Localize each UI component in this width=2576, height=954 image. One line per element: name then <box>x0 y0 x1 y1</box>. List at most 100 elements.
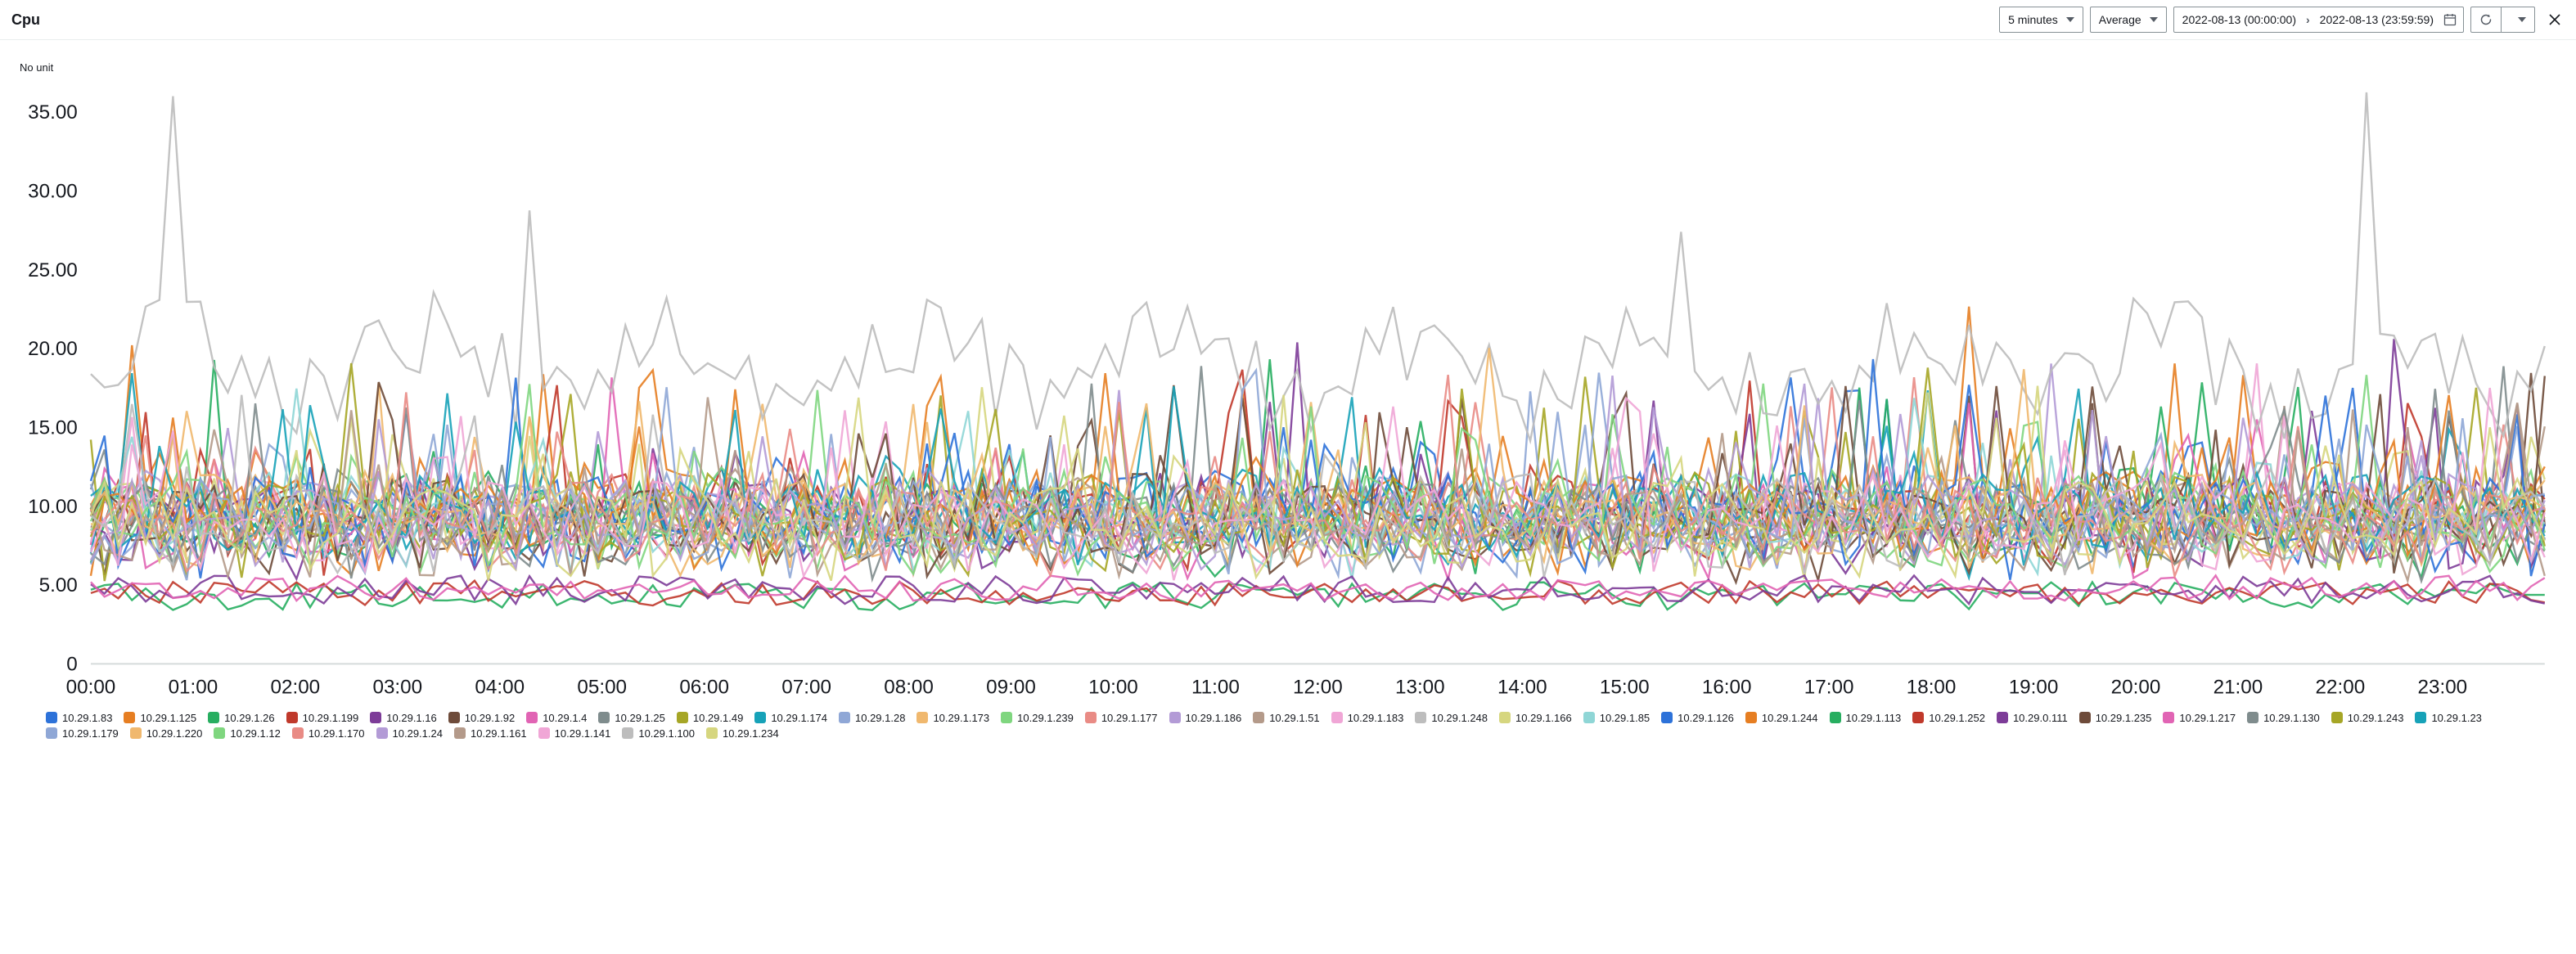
legend-item[interactable]: 10.29.1.179 <box>46 727 119 740</box>
legend-item[interactable]: 10.29.1.183 <box>1331 712 1404 724</box>
refresh-icon <box>2479 13 2493 26</box>
legend-label: 10.29.1.186 <box>1186 712 1242 724</box>
legend-label: 10.29.1.126 <box>1678 712 1734 724</box>
close-icon <box>2548 13 2561 26</box>
legend-item[interactable]: 10.29.1.174 <box>754 712 827 724</box>
chart-panel: No unit 05.0010.0015.0020.0025.0030.0035… <box>0 40 2576 748</box>
svg-text:35.00: 35.00 <box>28 101 78 124</box>
legend-item[interactable]: 10.29.1.161 <box>454 727 527 740</box>
refresh-menu-button[interactable] <box>2502 7 2535 33</box>
header-controls: 5 minutes Average 2022-08-13 (00:00:00) … <box>1999 7 2565 33</box>
refresh-button[interactable] <box>2470 7 2502 33</box>
period-label: 5 minutes <box>2008 13 2058 26</box>
legend-label: 10.29.1.234 <box>723 727 779 740</box>
svg-text:04:00: 04:00 <box>475 677 525 699</box>
legend-swatch <box>208 712 219 723</box>
legend-swatch <box>1661 712 1673 723</box>
range-end: 2022-08-13 (23:59:59) <box>2320 13 2434 26</box>
legend-item[interactable]: 10.29.1.16 <box>370 712 436 724</box>
legend-item[interactable]: 10.29.1.234 <box>706 727 779 740</box>
legend-item[interactable]: 10.29.0.111 <box>1997 712 2068 724</box>
legend-label: 10.29.1.244 <box>1762 712 1818 724</box>
legend-label: 10.29.1.16 <box>386 712 436 724</box>
legend-item[interactable]: 10.29.1.166 <box>1499 712 1572 724</box>
legend-item[interactable]: 10.29.1.199 <box>286 712 359 724</box>
legend-item[interactable]: 10.29.1.170 <box>292 727 365 740</box>
legend-item[interactable]: 10.29.1.173 <box>916 712 989 724</box>
legend-item[interactable]: 10.29.1.252 <box>1912 712 1985 724</box>
legend-swatch <box>916 712 928 723</box>
legend-swatch <box>2247 712 2259 723</box>
legend-item[interactable]: 10.29.1.126 <box>1661 712 1734 724</box>
legend-item[interactable]: 10.29.1.12 <box>214 727 280 740</box>
legend-item[interactable]: 10.29.1.248 <box>1415 712 1488 724</box>
legend-item[interactable]: 10.29.1.25 <box>598 712 664 724</box>
legend-label: 10.29.1.113 <box>1846 712 1902 724</box>
period-select[interactable]: 5 minutes <box>1999 7 2083 33</box>
legend-item[interactable]: 10.29.1.177 <box>1085 712 1158 724</box>
legend-item[interactable]: 10.29.1.83 <box>46 712 112 724</box>
legend-label: 10.29.1.243 <box>2348 712 2404 724</box>
range-start: 2022-08-13 (00:00:00) <box>2182 13 2296 26</box>
legend-item[interactable]: 10.29.1.85 <box>1583 712 1650 724</box>
legend-label: 10.29.1.174 <box>771 712 827 724</box>
caret-down-icon <box>2066 17 2074 22</box>
svg-text:22:00: 22:00 <box>2316 677 2366 699</box>
svg-text:15.00: 15.00 <box>28 416 78 439</box>
caret-down-icon <box>2150 17 2158 22</box>
chart-container: 05.0010.0015.0020.0025.0030.0035.0000:00… <box>15 79 2561 707</box>
legend-item[interactable]: 10.29.1.92 <box>448 712 515 724</box>
legend-item[interactable]: 10.29.1.4 <box>526 712 587 724</box>
legend-swatch <box>1169 712 1181 723</box>
legend-item[interactable]: 10.29.1.141 <box>538 727 611 740</box>
svg-text:20:00: 20:00 <box>2111 677 2161 699</box>
statistic-select[interactable]: Average <box>2090 7 2167 33</box>
legend-label: 10.29.1.166 <box>1515 712 1572 724</box>
header: Cpu 5 minutes Average 2022-08-13 (00:00:… <box>0 0 2576 40</box>
legend-label: 10.29.1.28 <box>855 712 905 724</box>
legend-item[interactable]: 10.29.1.125 <box>124 712 196 724</box>
refresh-split-button <box>2470 7 2535 33</box>
legend-item[interactable]: 10.29.1.100 <box>622 727 695 740</box>
svg-text:16:00: 16:00 <box>1702 677 1752 699</box>
legend-item[interactable]: 10.29.1.130 <box>2247 712 2320 724</box>
caret-down-icon <box>2518 17 2526 22</box>
legend-swatch <box>1253 712 1264 723</box>
legend-swatch <box>214 727 225 739</box>
legend-label: 10.29.1.199 <box>303 712 359 724</box>
svg-text:23:00: 23:00 <box>2418 677 2468 699</box>
legend-item[interactable]: 10.29.1.49 <box>677 712 743 724</box>
calendar-icon <box>2443 13 2457 26</box>
legend-item[interactable]: 10.29.1.26 <box>208 712 274 724</box>
legend-item[interactable]: 10.29.1.51 <box>1253 712 1319 724</box>
legend-item[interactable]: 10.29.1.235 <box>2079 712 2152 724</box>
svg-text:10:00: 10:00 <box>1088 677 1138 699</box>
legend-swatch <box>526 712 538 723</box>
legend-swatch <box>46 727 57 739</box>
legend-item[interactable]: 10.29.1.186 <box>1169 712 1242 724</box>
legend-label: 10.29.1.239 <box>1017 712 1074 724</box>
legend-label: 10.29.1.12 <box>230 727 280 740</box>
svg-text:07:00: 07:00 <box>781 677 831 699</box>
legend-item[interactable]: 10.29.1.220 <box>130 727 203 740</box>
legend-item[interactable]: 10.29.1.24 <box>376 727 443 740</box>
legend-item[interactable]: 10.29.1.113 <box>1830 712 1902 724</box>
svg-text:25.00: 25.00 <box>28 259 78 281</box>
legend-item[interactable]: 10.29.1.28 <box>839 712 905 724</box>
legend-label: 10.29.1.4 <box>543 712 587 724</box>
svg-text:14:00: 14:00 <box>1497 677 1547 699</box>
svg-text:11:00: 11:00 <box>1191 677 1240 699</box>
legend-label: 10.29.1.49 <box>693 712 743 724</box>
legend-label: 10.29.1.161 <box>471 727 527 740</box>
close-button[interactable] <box>2545 10 2565 29</box>
legend-label: 10.29.1.51 <box>1269 712 1319 724</box>
legend-item[interactable]: 10.29.1.217 <box>2163 712 2236 724</box>
time-range-picker[interactable]: 2022-08-13 (00:00:00) › 2022-08-13 (23:5… <box>2173 7 2464 33</box>
svg-text:09:00: 09:00 <box>986 677 1036 699</box>
legend-item[interactable]: 10.29.1.244 <box>1745 712 1818 724</box>
legend-label: 10.29.1.141 <box>555 727 611 740</box>
legend-item[interactable]: 10.29.1.23 <box>2415 712 2481 724</box>
legend-label: 10.29.0.111 <box>2013 712 2068 724</box>
legend-item[interactable]: 10.29.1.239 <box>1001 712 1074 724</box>
legend-item[interactable]: 10.29.1.243 <box>2331 712 2404 724</box>
